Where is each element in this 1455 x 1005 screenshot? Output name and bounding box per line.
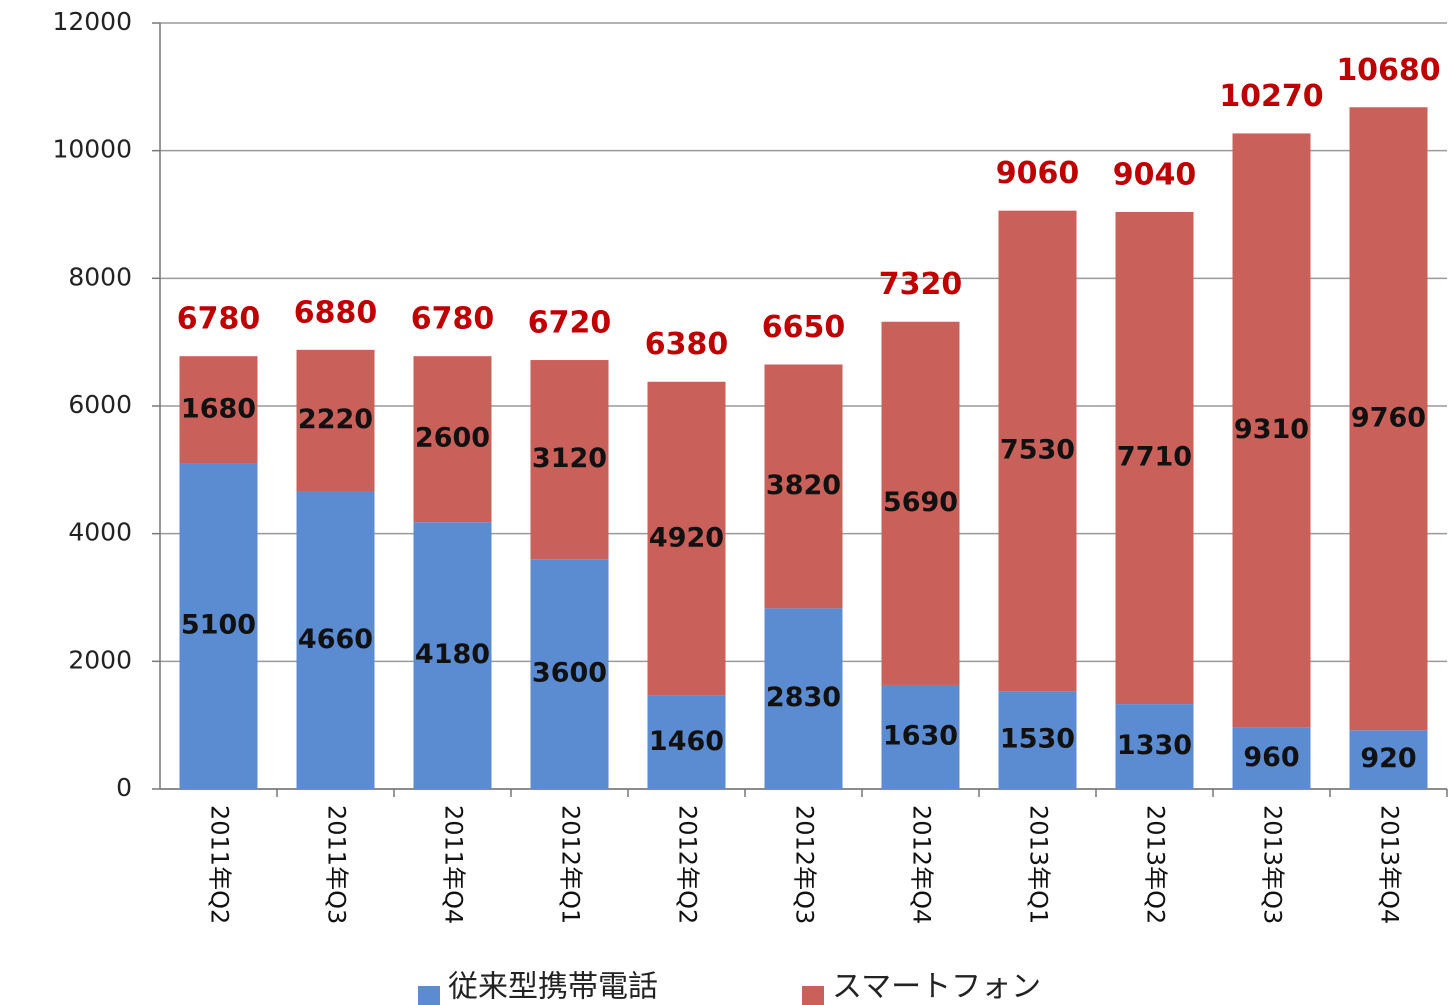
bar-segment: [179, 463, 258, 789]
total-label: 6780: [411, 302, 495, 337]
legend-label: 従来型携帯電話: [448, 970, 658, 1005]
total-label: 9060: [996, 156, 1080, 191]
total-label: 6720: [528, 306, 612, 341]
data-label: 1630: [883, 720, 958, 751]
data-label: 3120: [532, 443, 607, 474]
data-label: 3820: [766, 470, 841, 501]
data-label: 1330: [1117, 730, 1192, 761]
y-tick-label: 4000: [68, 518, 132, 547]
bar-segment: [647, 381, 726, 696]
y-tick-label: 0: [116, 773, 132, 802]
data-label: 5690: [883, 487, 958, 518]
total-label: 6650: [762, 310, 846, 345]
bar-segment: [413, 356, 492, 523]
x-tick-label: 2011年Q3: [323, 805, 351, 924]
bar-segment: [296, 349, 375, 492]
y-tick-label: 8000: [68, 262, 132, 291]
data-label: 3600: [532, 658, 607, 689]
total-label: 6780: [177, 302, 261, 337]
y-tick-label: 10000: [52, 135, 132, 164]
x-tick-label: 2011年Q4: [440, 805, 468, 924]
data-label: 5100: [181, 610, 256, 641]
total-label: 7320: [879, 267, 963, 302]
x-tick-label: 2012年Q4: [908, 805, 936, 924]
data-label: 1680: [181, 393, 256, 424]
data-label: 4660: [298, 624, 373, 655]
data-label: 4920: [649, 522, 724, 553]
data-label: 1460: [649, 726, 724, 757]
data-label: 2830: [766, 682, 841, 713]
bar-segment: [530, 559, 609, 789]
x-tick-label: 2013年Q4: [1376, 805, 1404, 924]
x-tick-label: 2012年Q1: [557, 805, 585, 924]
bar-segment: [413, 522, 492, 789]
y-tick-label: 6000: [68, 390, 132, 419]
x-tick-label: 2011年Q2: [206, 805, 234, 924]
bar-segment: [998, 210, 1077, 692]
legend-swatch: [418, 986, 440, 1005]
bar-segment: [296, 491, 375, 789]
legend-swatch: [802, 986, 824, 1005]
y-tick-label: 2000: [68, 645, 132, 674]
data-label: 960: [1243, 742, 1299, 773]
bar-segment: [1349, 730, 1428, 789]
data-label: 7530: [1000, 435, 1075, 466]
x-tick-label: 2013年Q3: [1259, 805, 1287, 924]
bar-segment: [1349, 107, 1428, 731]
bar-segment: [998, 691, 1077, 789]
x-tick-label: 2012年Q3: [791, 805, 819, 924]
legend-label: スマートフォン: [832, 970, 1041, 1005]
bar-segment: [1232, 133, 1311, 728]
total-label: 6880: [294, 295, 378, 330]
bar-segment: [764, 364, 843, 609]
x-tick-label: 2013年Q2: [1142, 805, 1170, 924]
total-label: 10270: [1219, 79, 1323, 114]
bar-segment: [881, 684, 960, 789]
bar-segment: [1115, 211, 1194, 705]
total-label: 9040: [1113, 157, 1197, 192]
data-label: 7710: [1117, 442, 1192, 473]
x-tick-label: 2013年Q1: [1025, 805, 1053, 924]
data-label: 920: [1360, 743, 1416, 774]
total-label: 6380: [645, 327, 729, 362]
x-tick-label: 2012年Q2: [674, 805, 702, 924]
data-label: 9760: [1351, 402, 1426, 433]
y-tick-label: 12000: [52, 7, 132, 36]
bar-segment: [1115, 704, 1194, 789]
bar-segment: [179, 356, 258, 464]
bar-segment: [647, 695, 726, 789]
total-label: 10680: [1336, 53, 1440, 88]
bar-segment: [1232, 727, 1311, 789]
data-label: 9310: [1234, 414, 1309, 445]
data-label: 2600: [415, 423, 490, 454]
data-label: 2220: [298, 404, 373, 435]
data-label: 1530: [1000, 724, 1075, 755]
bar-segment: [881, 321, 960, 685]
bar-segment: [530, 360, 609, 560]
bar-segment: [764, 608, 843, 789]
data-label: 4180: [415, 639, 490, 670]
